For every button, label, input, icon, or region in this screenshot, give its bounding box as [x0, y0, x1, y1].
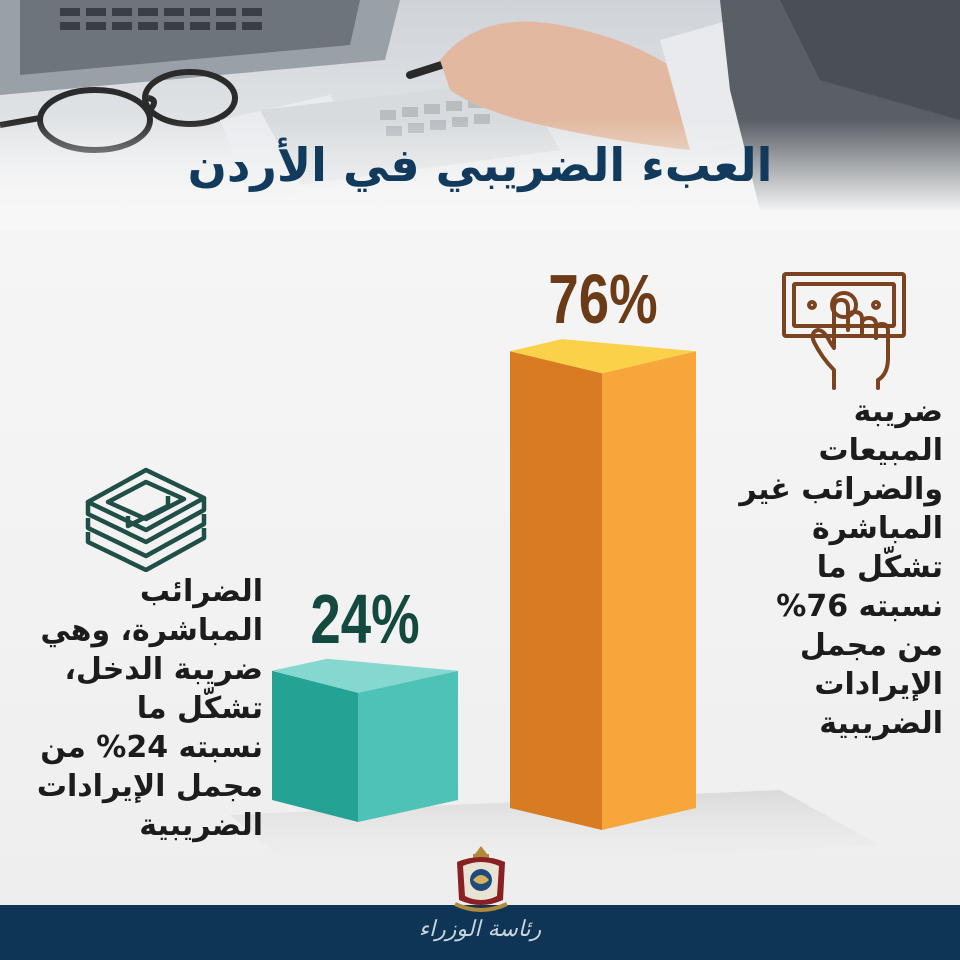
photo-fade — [0, 120, 960, 230]
direct-tax-description: الضرائب المباشرة، وهي ضريبة الدخل، تشكّل… — [8, 572, 263, 845]
page-title: العبء الضريبي في الأردن — [187, 138, 773, 192]
hand-banknote-icon — [782, 272, 906, 390]
desc-line: المباشرة، وهي — [40, 613, 263, 648]
desc-line: المبيعات — [818, 433, 944, 468]
desc-line: من مجمل — [799, 628, 943, 663]
desc-line: الضريبية — [819, 706, 943, 741]
desc-line: المباشرة — [811, 511, 943, 546]
desc-line: مجمل الإيرادات — [36, 769, 263, 804]
indirect-tax-description: ضريبة المبيعات والضرائب غير المباشرة تشك… — [738, 392, 943, 743]
desc-line: نسبته 76% — [776, 589, 943, 624]
money-stack-icon — [85, 467, 207, 572]
value-labels-group: 24% 76% — [310, 261, 657, 659]
bar-left-face — [510, 351, 602, 830]
bar-right-face — [358, 670, 458, 822]
desc-line: ضريبة — [853, 394, 943, 429]
jordan-coat-of-arms-icon — [454, 846, 508, 912]
bar-value-label: 76% — [548, 261, 657, 339]
desc-line: تشكّل ما — [136, 691, 263, 726]
bar-indirect-taxes — [510, 339, 696, 830]
desc-line: ضريبة الدخل، — [64, 652, 263, 687]
bar-top-face — [510, 339, 696, 374]
bar-direct-taxes — [272, 658, 458, 822]
footer-signature: رئاسة الوزراء — [418, 917, 542, 942]
desc-line: والضرائب غير — [739, 472, 943, 507]
footer-bar — [0, 905, 960, 960]
desc-line: الضرائب — [139, 574, 263, 609]
desc-line: تشكّل ما — [816, 550, 943, 585]
desc-line: نسبته 24% من — [40, 730, 263, 765]
bar-left-face — [272, 670, 358, 822]
bar-right-face — [602, 351, 696, 830]
desc-line: الضريبية — [139, 808, 263, 843]
desc-line: الإيرادات — [814, 667, 943, 702]
bar-top-face — [272, 658, 458, 693]
bar-value-label: 24% — [310, 580, 419, 658]
bars-group — [272, 339, 696, 830]
